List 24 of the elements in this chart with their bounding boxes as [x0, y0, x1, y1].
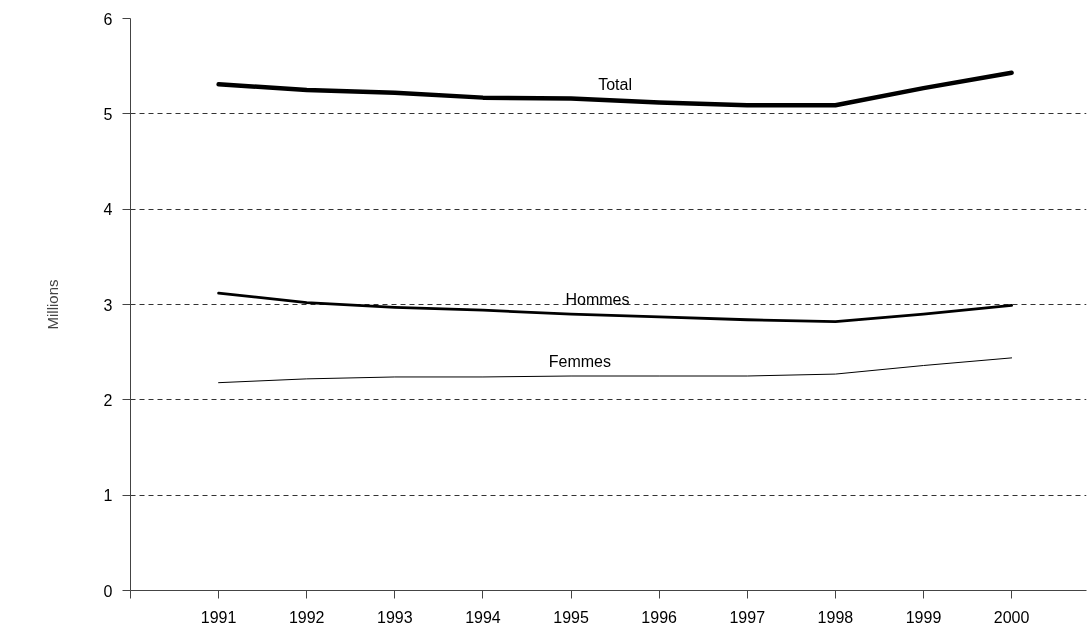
y-tick-label: 2: [103, 391, 113, 409]
y-tick-label: 4: [103, 201, 113, 219]
x-tick-label: 1993: [377, 608, 413, 626]
line-series: [216, 70, 1014, 108]
x-tick-label: 1995: [553, 608, 589, 626]
series-label: Femmes: [548, 353, 611, 370]
y-tick-label: 1: [103, 487, 113, 505]
x-tick-label: 1992: [288, 608, 325, 626]
y-tick-label: 6: [103, 10, 113, 28]
y-tick-label: 5: [103, 105, 113, 123]
series-label: Hommes: [565, 291, 630, 309]
x-tick-label: 1997: [729, 608, 766, 626]
x-tick-label: 1999: [905, 608, 942, 626]
x-tick-label: 1996: [641, 608, 678, 626]
x-tick-label: 1994: [465, 608, 501, 626]
line-series: [217, 291, 1014, 324]
y-axis-title: Millions: [43, 279, 61, 330]
x-tick-label: 1991: [200, 608, 237, 626]
y-tick-label: 0: [103, 582, 113, 600]
x-tick-label: 1998: [817, 608, 854, 626]
series-label: Total: [598, 75, 633, 93]
line-series: [218, 357, 1013, 384]
y-tick-label: 3: [103, 296, 113, 314]
x-tick-label: 2000: [993, 608, 1030, 626]
